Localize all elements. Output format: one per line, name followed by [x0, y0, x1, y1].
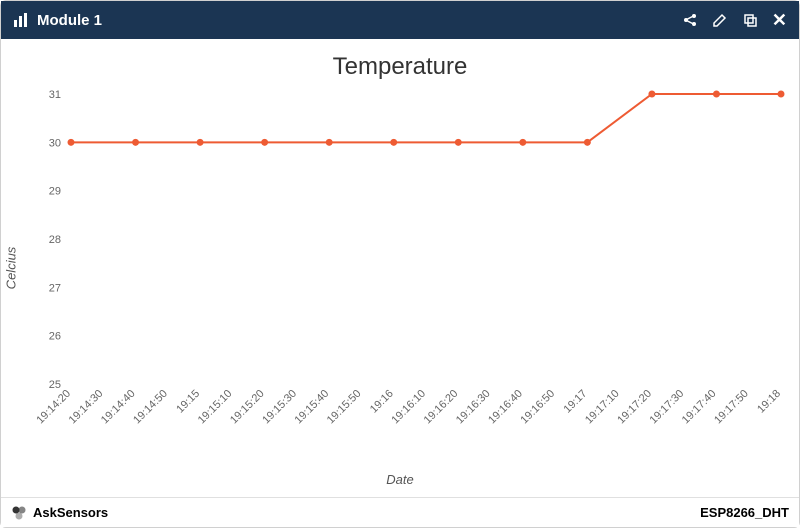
svg-text:19:16:40: 19:16:40 — [486, 388, 525, 427]
svg-text:19:14:20: 19:14:20 — [34, 388, 73, 427]
svg-text:19:16:50: 19:16:50 — [518, 388, 557, 427]
svg-text:19:15:40: 19:15:40 — [293, 388, 332, 427]
svg-text:19:17:40: 19:17:40 — [680, 388, 719, 427]
copy-icon[interactable] — [742, 12, 758, 28]
chart-region: Temperature Celcius Date 252627282930311… — [1, 39, 799, 497]
svg-text:19:14:50: 19:14:50 — [131, 388, 170, 427]
bar-chart-icon — [13, 12, 29, 28]
panel-header: Module 1 ✕ — [1, 1, 799, 39]
svg-text:19:15:30: 19:15:30 — [260, 388, 299, 427]
svg-text:19:18: 19:18 — [755, 388, 783, 416]
svg-text:19:15:10: 19:15:10 — [196, 388, 235, 427]
svg-text:19:14:30: 19:14:30 — [67, 388, 106, 427]
panel-title: Module 1 — [37, 12, 102, 29]
svg-text:19:15:50: 19:15:50 — [325, 388, 364, 427]
svg-text:19:16:10: 19:16:10 — [389, 388, 428, 427]
svg-text:27: 27 — [49, 282, 61, 294]
svg-text:19:17:30: 19:17:30 — [648, 388, 687, 427]
svg-text:19:15:20: 19:15:20 — [228, 388, 267, 427]
footer-brand: AskSensors — [33, 505, 108, 520]
svg-text:19:17:10: 19:17:10 — [583, 388, 622, 427]
svg-text:29: 29 — [49, 186, 61, 198]
footer-device: ESP8266_DHT — [700, 505, 789, 520]
svg-text:19:17:20: 19:17:20 — [615, 388, 654, 427]
edit-icon[interactable] — [712, 12, 728, 28]
svg-text:31: 31 — [49, 89, 61, 101]
svg-text:30: 30 — [49, 137, 61, 149]
svg-text:19:14:40: 19:14:40 — [99, 388, 138, 427]
svg-text:19:17: 19:17 — [562, 388, 590, 416]
svg-text:19:16:20: 19:16:20 — [422, 388, 461, 427]
panel-title-group: Module 1 — [13, 12, 102, 29]
close-icon[interactable]: ✕ — [772, 10, 787, 31]
svg-text:19:17:50: 19:17:50 — [712, 388, 751, 427]
svg-text:19:16: 19:16 — [368, 388, 396, 416]
svg-text:28: 28 — [49, 234, 61, 246]
svg-text:19:16:30: 19:16:30 — [454, 388, 493, 427]
brand-logo-icon — [11, 505, 27, 521]
panel-footer: AskSensors ESP8266_DHT — [1, 497, 799, 527]
svg-text:26: 26 — [49, 331, 61, 343]
footer-brand-group: AskSensors — [11, 505, 108, 521]
panel-actions: ✕ — [682, 10, 787, 31]
svg-text:19:15: 19:15 — [174, 388, 202, 416]
share-icon[interactable] — [682, 12, 698, 28]
svg-text:25: 25 — [49, 379, 61, 391]
line-chart: 2526272829303119:14:2019:14:3019:14:4019… — [1, 39, 800, 497]
